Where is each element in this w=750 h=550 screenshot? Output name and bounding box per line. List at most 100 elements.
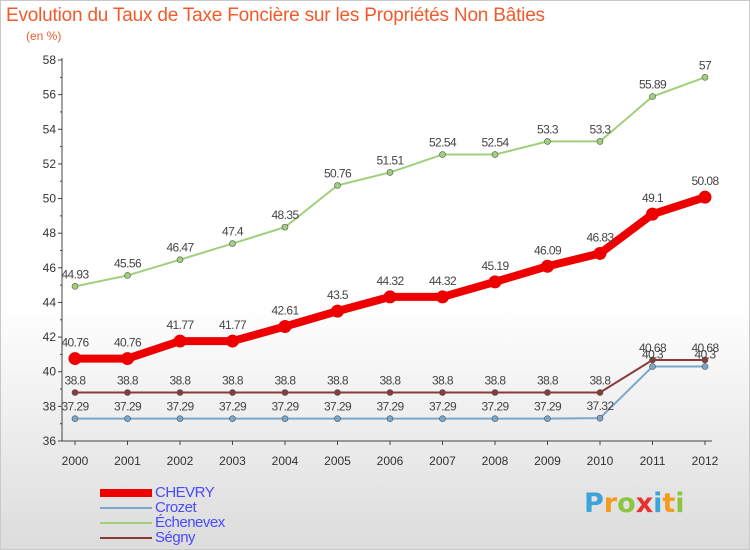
y-tick-label: 58 [43,53,57,67]
data-label: 37.29 [219,400,247,414]
series-points [68,74,712,422]
data-label: 38.8 [222,374,244,388]
data-point [701,356,709,364]
legend-label: Échenevex [155,514,225,531]
data-label: 38.8 [380,374,402,388]
y-tick-label: 48 [43,226,57,240]
data-point [541,259,554,273]
y-tick-label: 52 [43,157,57,171]
y-tick-label: 54 [43,122,57,136]
data-label: 37.29 [166,400,194,414]
data-label: 40.3 [695,348,717,362]
x-tick-label: 2001 [114,454,141,468]
data-point [491,151,499,158]
data-point [491,389,499,396]
data-label: 52.54 [481,136,509,150]
data-point [491,415,499,422]
x-tick-label: 2008 [482,454,509,468]
data-label: 44.93 [61,267,89,281]
x-tick-label: 2012 [692,454,719,468]
data-point [544,415,551,422]
data-point [281,223,289,231]
y-tick-label: 50 [43,192,57,206]
axes: 36 38 40 42 44 46 48 50 52 54 56 58 2000 2001 2002 2003… [43,53,719,468]
legend-swatch [100,507,152,509]
data-label: 38.8 [537,374,559,388]
data-label: 41.77 [166,318,194,332]
data-point [331,304,344,318]
data-label: 37.29 [534,400,562,414]
data-label: 50.76 [324,166,352,180]
data-point [383,290,397,304]
logo-letter: t [662,488,676,519]
data-label: 37.29 [114,400,142,414]
data-label: 40.68 [639,341,667,355]
data-label: 38.8 [275,374,297,388]
x-tick-label: 2010 [587,454,614,468]
legend-label: Crozet [155,499,197,516]
logo-letter: i [653,488,663,519]
line-chart: 36 38 40 42 44 46 48 50 52 54 56 58 2000 2001 2002 2003… [43,53,720,468]
data-point [124,272,131,279]
data-point [281,389,289,396]
data-label: 38.8 [65,374,87,388]
data-point [439,151,446,158]
data-point [176,415,184,422]
data-label: 38.8 [170,374,192,388]
data-label: 37.29 [271,400,299,414]
data-label: 49.1 [642,191,664,205]
data-point [229,389,236,396]
data-point [124,389,131,396]
data-point [334,182,341,189]
data-label: 37.29 [429,400,457,414]
data-point [544,138,551,145]
data-point [71,415,79,422]
chart-title: Evolution du Taux de Taxe Foncière sur l… [6,5,545,26]
data-label: 51.51 [376,153,404,167]
y-tick-label: 56 [43,88,57,102]
data-label: 45.19 [481,259,509,273]
data-label: 37.29 [376,400,404,414]
data-label: 47.4 [222,225,244,239]
data-label: 40.3 [642,348,664,362]
data-point [698,190,712,204]
data-label: 53.3 [537,122,559,136]
legend-swatch [100,522,152,524]
data-point [226,334,239,348]
data-point [176,389,184,396]
x-tick-label: 2003 [219,454,246,468]
data-label: 40.68 [691,341,719,355]
data-point [649,93,656,100]
data-point [278,320,292,334]
data-label: 57 [699,58,712,72]
y-tick-label: 40 [43,365,57,379]
data-point [646,207,659,221]
data-point [488,275,502,289]
data-point [334,415,341,422]
data-label: 43.5 [327,288,349,302]
data-point [439,389,446,396]
logo-letter: x [635,488,654,519]
x-tick-label: 2002 [167,454,194,468]
data-label: 42.61 [271,304,299,318]
legend-swatch [100,489,152,497]
data-label: 37.29 [324,400,352,414]
data-label: 38.8 [432,374,454,388]
x-tick-label: 2007 [429,454,456,468]
x-tick-label: 2004 [272,454,299,468]
data-label: 37.29 [61,400,89,414]
data-point [649,363,656,370]
data-point [439,415,446,422]
data-point [68,352,82,366]
data-label: 53.3 [590,122,612,136]
data-point [386,415,394,422]
data-label: 45.56 [114,256,142,270]
data-label: 41.77 [219,318,247,332]
data-point [173,334,187,348]
proxiti-logo: Proxiti [584,488,685,519]
data-label: 52.54 [429,136,457,150]
data-label: 38.8 [327,374,349,388]
data-point [176,256,184,263]
data-point [436,290,449,304]
logo-letter: P [584,488,604,519]
